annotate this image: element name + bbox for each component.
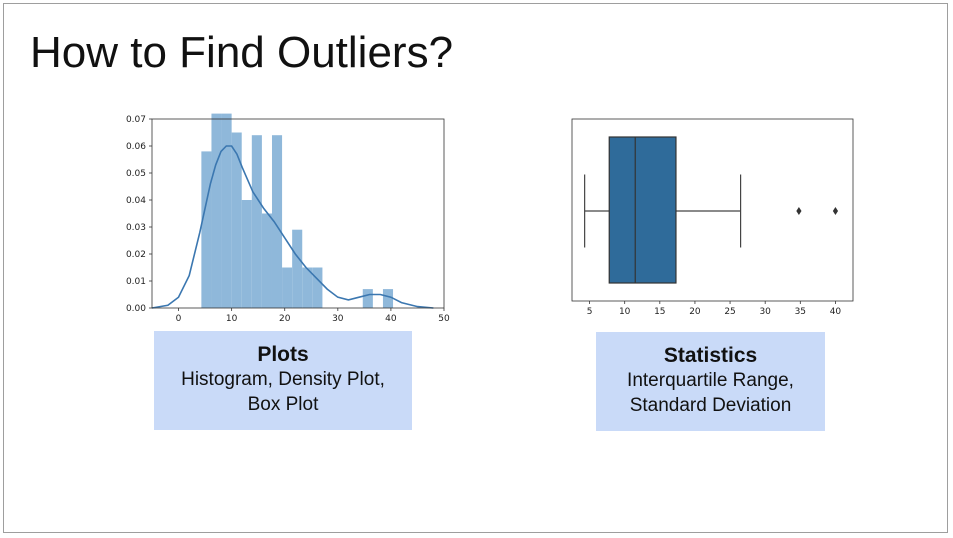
histogram-bar [221,113,232,308]
plots-caption-line1: Histogram, Density Plot, [181,369,385,390]
slide: How to Find Outliers? [3,3,948,533]
x-tick-label: 35 [795,307,806,317]
histogram-bar [271,135,283,308]
box-plot-marks [584,136,839,284]
y-tick-label: 0.05 [126,169,146,179]
x-tick-label: 10 [226,314,238,324]
histogram-plot-frame [151,118,445,309]
interquartile-box [608,136,677,284]
plots-caption: Plots Histogram, Density Plot, Box Plot [154,331,412,430]
histogram-bar [261,213,272,308]
x-tick-label: 25 [724,307,735,317]
x-tick-label: 5 [587,307,593,317]
density-curve [151,145,434,309]
x-tick-label: 20 [279,314,291,324]
y-tick-label: 0.06 [126,142,146,152]
outlier-point [796,207,802,215]
x-tick-label: 20 [689,307,701,317]
histogram-x-ticks: 0 10 20 30 40 50 [176,308,450,324]
plots-caption-heading: Plots [257,343,309,366]
statistics-caption-line1: Interquartile Range, [627,370,794,391]
histogram-bar [312,267,323,308]
histogram-bar [211,113,222,308]
y-tick-label: 0.03 [126,223,146,233]
histogram-bar [292,229,303,308]
box-plot-x-ticks: 5 10 15 20 25 30 35 40 [587,301,842,317]
x-tick-label: 50 [438,314,450,324]
histogram-bar [241,200,252,308]
histogram-bar [251,135,262,308]
plots-caption-line2: Box Plot [247,394,319,415]
y-tick-label: 0.02 [126,250,146,260]
statistics-caption-heading: Statistics [663,344,758,367]
x-tick-label: 30 [759,307,771,317]
x-tick-label: 0 [176,314,182,324]
histogram-bar [231,132,242,308]
box-plot-chart: 5 10 15 20 25 30 35 40 [571,118,854,317]
histogram-density-chart: 0 10 20 30 40 50 0.00 0.01 0.02 0.03 0.04 0.05 0.06… [126,113,450,324]
histogram-bar [302,267,313,308]
outlier-point [832,207,839,215]
histogram-bars [201,113,394,308]
statistics-caption-line2: Standard Deviation [629,395,792,416]
x-tick-label: 30 [332,314,344,324]
x-tick-label: 40 [830,307,842,317]
histogram-bar [362,289,373,308]
y-tick-label: 0.07 [126,115,146,125]
x-tick-label: 15 [654,307,665,317]
y-tick-label: 0.04 [126,196,146,206]
statistics-caption: Statistics Interquartile Range, Standard… [596,332,825,431]
histogram-bar [201,151,212,308]
y-tick-label: 0.00 [126,304,146,314]
histogram-bar [282,267,293,308]
x-tick-label: 10 [619,307,631,317]
histogram-y-ticks: 0.00 0.01 0.02 0.03 0.04 0.05 0.06 0.07 [126,115,152,314]
y-tick-label: 0.01 [126,277,146,287]
histogram-bar [382,289,394,308]
slide-title: How to Find Outliers? [30,28,454,77]
box-plot-frame [571,118,854,302]
x-tick-label: 40 [385,314,397,324]
